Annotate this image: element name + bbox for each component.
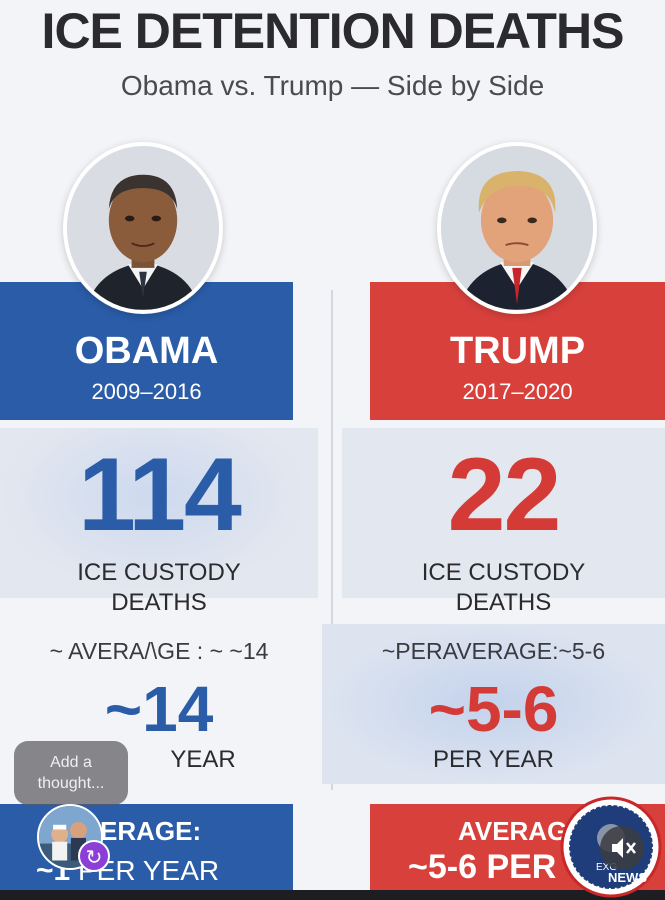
obama-average-line: ~ AVERA/\GE : ~ ~14	[49, 638, 269, 664]
trump-average-line: ~PERAVERAGE:~5-6	[381, 638, 606, 664]
obama-per-year: YEAR	[170, 746, 236, 773]
trump-name: TRUMP	[449, 330, 586, 372]
avatar[interactable]	[37, 804, 103, 870]
trump-years: 2017–2020	[462, 379, 573, 404]
obama-bottom-average: ERAGE:	[100, 816, 202, 846]
add-thought-bubble[interactable]: Add a thought...	[14, 741, 128, 805]
trump-deaths-label-line1: ICE CUSTODY	[421, 559, 586, 586]
trump-deaths-label: ICE CUSTODY DEATHS	[342, 558, 665, 618]
trump-portrait	[437, 142, 597, 314]
mute-icon[interactable]	[600, 826, 644, 870]
trump-average-panel: ~PERAVERAGE:~5-6 ~5-6 PER YEAR	[322, 624, 665, 784]
trump-per-year: PER YEAR	[433, 746, 554, 773]
trump-deaths-panel: 22 ICE CUSTODY DEATHS	[342, 428, 665, 616]
obama-average-value: ~14	[104, 673, 214, 745]
obama-portrait	[63, 142, 223, 314]
add-thought-line1: Add a	[50, 754, 92, 771]
trump-deaths-count: 22	[447, 437, 562, 553]
bottom-bar	[0, 890, 665, 900]
obama-deaths-panel: 114 ICE CUSTODY DEATHS	[0, 428, 318, 616]
add-thought-line2: thought...	[37, 775, 105, 792]
obama-deaths-label-line2: DEATHS	[111, 589, 207, 616]
trump-deaths-label-line2: DEATHS	[455, 589, 552, 616]
trump-bottom-per-year: ~5-6 PER	[408, 848, 557, 886]
seal-text-bottom: NEWS	[608, 870, 647, 885]
obama-years: 2009–2016	[91, 379, 202, 404]
seal-text-top: EXG	[596, 862, 617, 873]
obama-name-panel: OBAMA 2009–2016	[0, 282, 293, 420]
trump-portrait-image	[441, 146, 593, 310]
repost-icon[interactable]: ↻	[78, 840, 110, 872]
obama-name: OBAMA	[74, 330, 219, 372]
mute-icon-glyph	[612, 838, 636, 858]
page-subtitle: Obama vs. Trump — Side by Side	[120, 70, 545, 101]
center-divider	[331, 290, 333, 790]
obama-deaths-count: 114	[78, 437, 242, 553]
obama-deaths-label-line1: ICE CUSTODY	[77, 559, 241, 586]
page-title: ICE DETENTION DEATHS	[41, 3, 625, 59]
trump-bottom-average: AVERAG	[458, 816, 568, 846]
trump-average-value: ~5-6	[428, 673, 559, 745]
obama-deaths-label: ICE CUSTODY DEATHS	[0, 558, 318, 618]
obama-portrait-image	[67, 146, 219, 310]
